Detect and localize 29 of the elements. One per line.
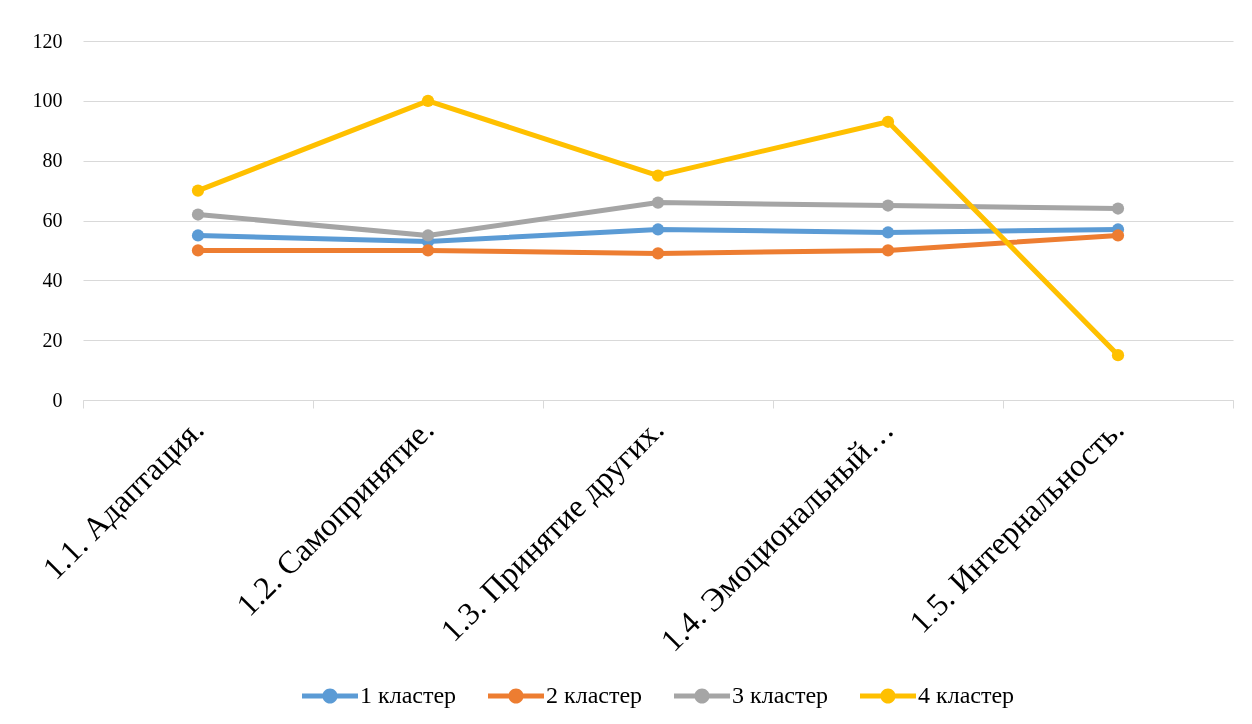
- point: [651, 223, 665, 236]
- point: [1111, 349, 1125, 362]
- y-tick-label: 40: [42, 268, 63, 291]
- point: [421, 229, 435, 242]
- point: [651, 169, 665, 182]
- y-tick-label: 0: [52, 388, 63, 411]
- point: [1111, 202, 1125, 215]
- point: [421, 94, 435, 107]
- y-tick-label: 120: [32, 29, 63, 52]
- legend-label: 3 кластер: [732, 682, 829, 708]
- legend-label: 1 кластер: [360, 682, 457, 708]
- y-tick-label: 80: [42, 149, 63, 172]
- y-tick-label: 20: [42, 328, 63, 351]
- y-tick-label: 60: [42, 209, 63, 231]
- point: [191, 244, 205, 257]
- y-tick-label: 100: [32, 89, 63, 112]
- point: [881, 226, 895, 239]
- point: [191, 208, 205, 221]
- legend-label: 2 кластер: [546, 682, 643, 708]
- point: [651, 247, 665, 260]
- point: [421, 244, 435, 257]
- point: [881, 115, 895, 128]
- legend-label: 4 кластер: [918, 682, 1015, 708]
- point: [651, 196, 665, 209]
- point: [1111, 229, 1125, 242]
- point: [881, 244, 895, 257]
- point: [881, 199, 895, 212]
- point: [191, 229, 205, 242]
- point: [191, 184, 205, 197]
